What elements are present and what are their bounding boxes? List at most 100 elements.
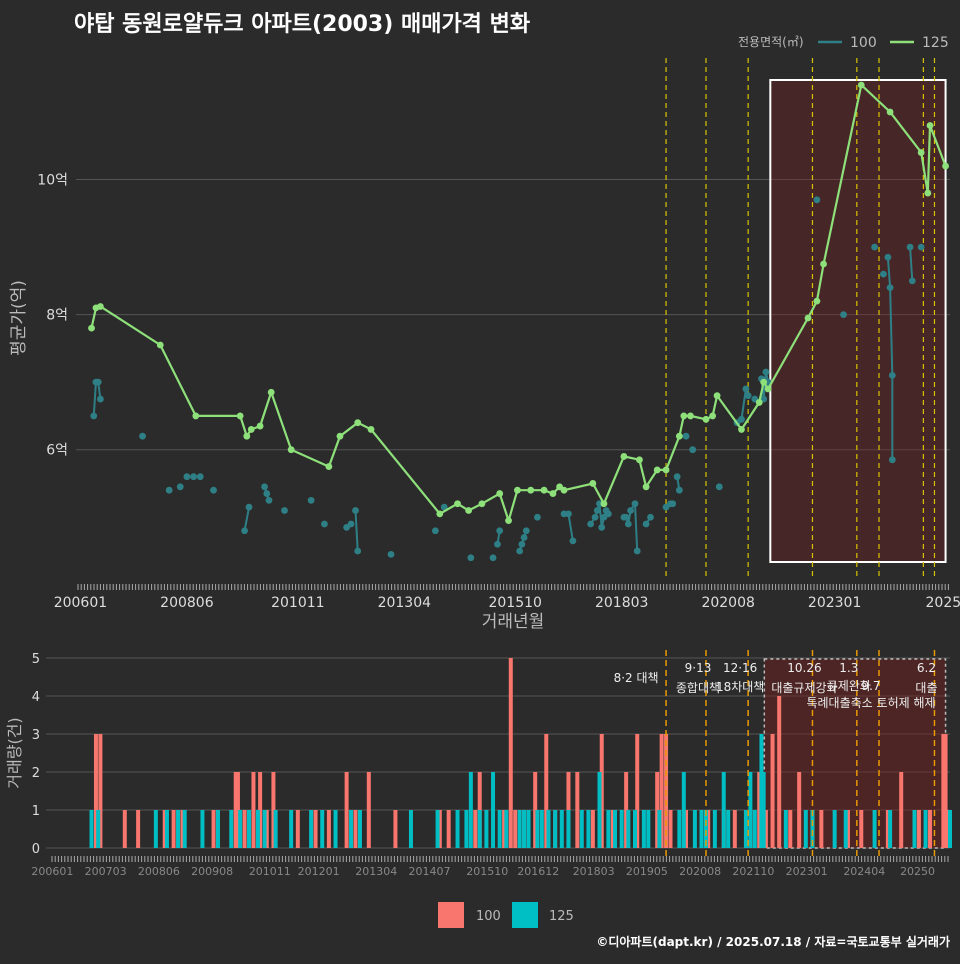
legend-title: 전용면적(㎡) bbox=[738, 35, 804, 49]
policy-label: 6.2 bbox=[917, 661, 936, 675]
bar-100 bbox=[610, 810, 615, 848]
policy-label: 9·13 bbox=[685, 661, 712, 675]
point-125 bbox=[465, 507, 473, 514]
point-125 bbox=[813, 297, 821, 305]
point-125 bbox=[675, 432, 683, 440]
point-100 bbox=[139, 432, 146, 440]
bar-125 bbox=[273, 810, 278, 848]
bar-125 bbox=[743, 810, 748, 848]
point-100 bbox=[183, 473, 191, 481]
line-100-segment bbox=[634, 503, 639, 552]
bar-x-tick-label: 200703 bbox=[85, 865, 127, 878]
bar-125 bbox=[721, 772, 726, 848]
bar-legend-swatch-125 bbox=[512, 902, 538, 928]
point-125 bbox=[496, 490, 504, 497]
point-125 bbox=[702, 415, 710, 423]
point-100 bbox=[534, 513, 541, 521]
bar-125 bbox=[522, 810, 527, 848]
point-125 bbox=[755, 399, 763, 406]
bar-100 bbox=[122, 810, 127, 848]
bar-100 bbox=[544, 734, 549, 848]
credit-text: ©디아파트(dapt.kr) / 2025.07.18 / 자료=국토교통부 실… bbox=[596, 935, 950, 949]
bar-100 bbox=[366, 772, 371, 848]
x-tick-label: 200601 bbox=[54, 595, 107, 611]
bar-100 bbox=[757, 772, 762, 848]
bar-125 bbox=[468, 772, 473, 848]
line-100-segment bbox=[92, 382, 97, 416]
bar-100 bbox=[242, 810, 247, 848]
bar-125 bbox=[888, 810, 893, 848]
bar-125 bbox=[810, 810, 815, 848]
bar-125 bbox=[455, 810, 460, 848]
bar-125 bbox=[215, 810, 220, 848]
point-125 bbox=[662, 466, 670, 474]
line-100-segment bbox=[665, 502, 672, 508]
point-125 bbox=[192, 412, 200, 420]
bar-100 bbox=[659, 734, 664, 848]
bar-100 bbox=[508, 658, 513, 848]
policy-label: 18차대책 bbox=[716, 679, 764, 694]
line-100-segment bbox=[594, 510, 599, 518]
point-100 bbox=[440, 503, 448, 511]
point-125 bbox=[760, 378, 768, 386]
bar-100 bbox=[590, 810, 595, 848]
point-100 bbox=[871, 243, 878, 251]
legend-label-125: 125 bbox=[922, 35, 949, 51]
point-125 bbox=[709, 412, 717, 420]
bar-125 bbox=[517, 810, 522, 848]
bar-125 bbox=[289, 810, 294, 848]
bar-y-tick-label: 1 bbox=[32, 804, 40, 819]
bar-125 bbox=[238, 810, 243, 848]
bar-100 bbox=[437, 810, 442, 848]
bar-125 bbox=[712, 810, 717, 848]
bar-125 bbox=[843, 810, 848, 848]
point-125 bbox=[560, 486, 568, 494]
bar-100 bbox=[928, 810, 933, 848]
bar-125 bbox=[619, 810, 624, 848]
bar-125 bbox=[606, 810, 611, 848]
point-100 bbox=[673, 473, 681, 481]
point-125 bbox=[589, 480, 597, 487]
bar-x-tick-label: 201011 bbox=[249, 865, 291, 878]
point-100 bbox=[467, 554, 475, 562]
point-125 bbox=[454, 500, 461, 508]
bar-125 bbox=[748, 772, 753, 848]
point-125 bbox=[687, 412, 694, 420]
point-125 bbox=[256, 422, 264, 430]
bar-100 bbox=[819, 810, 824, 848]
point-125 bbox=[336, 432, 344, 440]
bar-x-tick-label: 202301 bbox=[786, 865, 828, 878]
bar-125 bbox=[546, 810, 551, 848]
bar-100 bbox=[788, 810, 793, 848]
policy-label: 특례대출축소 토허제 해제 bbox=[806, 696, 935, 710]
bar-100 bbox=[770, 734, 775, 848]
point-125 bbox=[88, 324, 95, 332]
x-tick-label: 201803 bbox=[595, 595, 648, 611]
x-axis-label: 거래년월 bbox=[482, 612, 545, 632]
point-125 bbox=[642, 483, 650, 491]
line-100-segment bbox=[520, 537, 526, 545]
y-tick-label: 8억 bbox=[46, 308, 68, 324]
bar-y-tick-label: 3 bbox=[32, 728, 40, 743]
bar-125 bbox=[613, 810, 618, 848]
bar-100 bbox=[446, 810, 451, 848]
bar-125 bbox=[726, 810, 731, 848]
bar-125 bbox=[535, 810, 540, 848]
bar-100 bbox=[777, 696, 782, 848]
bar-125 bbox=[657, 810, 662, 848]
point-125 bbox=[886, 108, 894, 116]
bar-125 bbox=[832, 810, 837, 848]
bar-125 bbox=[464, 810, 469, 848]
bar-125 bbox=[164, 810, 169, 848]
point-125 bbox=[287, 446, 295, 454]
point-100 bbox=[715, 483, 723, 491]
bar-100 bbox=[513, 810, 518, 848]
bar-125 bbox=[948, 810, 952, 848]
bar-125 bbox=[553, 810, 558, 848]
point-125 bbox=[243, 432, 251, 440]
bar-125 bbox=[435, 810, 440, 848]
line-100-segment bbox=[243, 506, 251, 531]
bar-125 bbox=[761, 772, 766, 848]
bar-y-tick-label: 4 bbox=[32, 690, 40, 705]
